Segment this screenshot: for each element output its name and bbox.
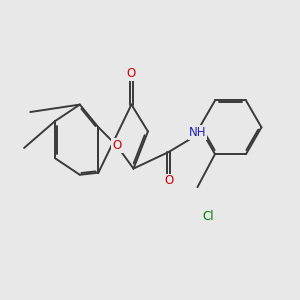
Text: O: O xyxy=(164,175,173,188)
Text: Cl: Cl xyxy=(202,209,214,223)
Text: O: O xyxy=(127,67,136,80)
Text: NH: NH xyxy=(189,126,206,139)
Text: O: O xyxy=(112,140,122,152)
